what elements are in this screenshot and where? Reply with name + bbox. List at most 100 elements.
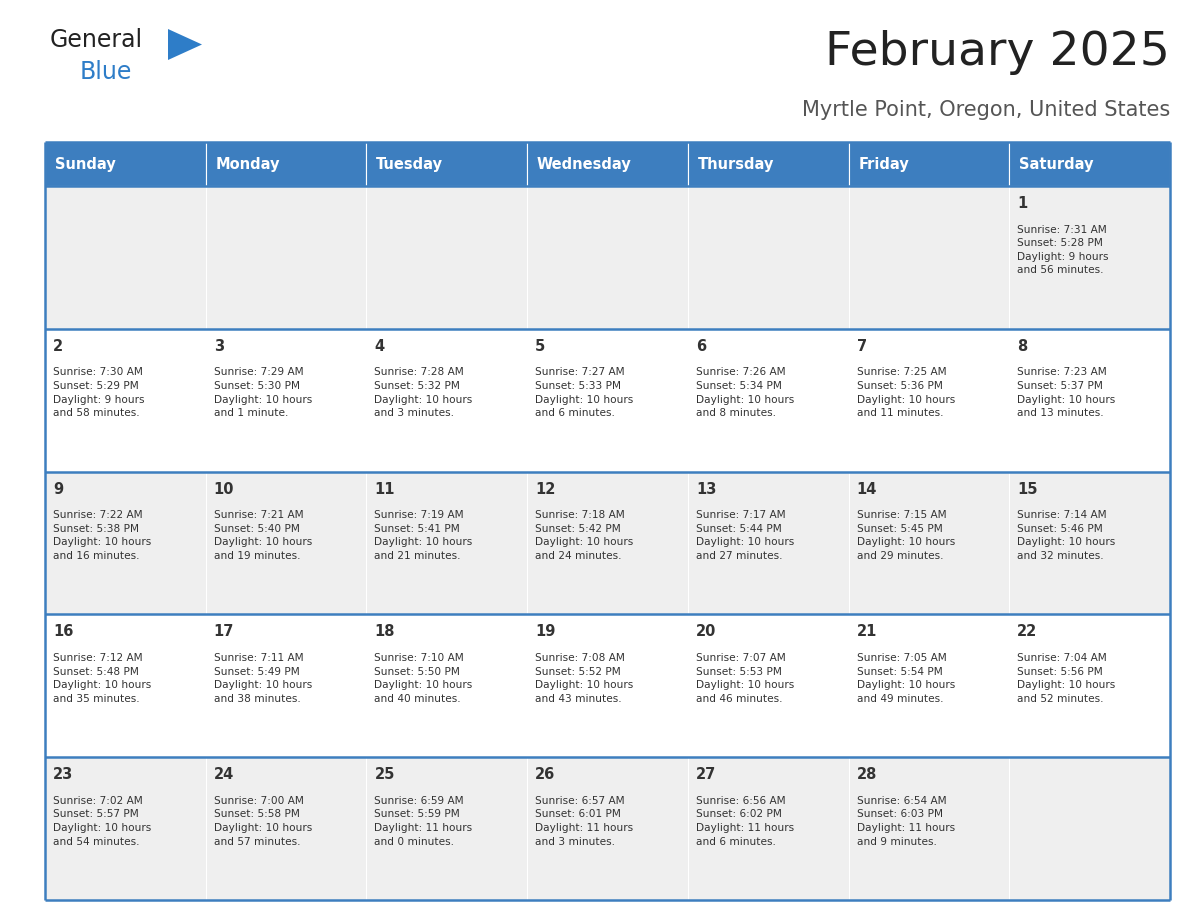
Bar — [688, 329, 848, 472]
Text: Sunrise: 7:23 AM
Sunset: 5:37 PM
Daylight: 10 hours
and 13 minutes.: Sunrise: 7:23 AM Sunset: 5:37 PM Dayligh… — [1017, 367, 1116, 419]
Text: 2: 2 — [53, 339, 63, 353]
Bar — [688, 757, 848, 900]
Bar — [206, 757, 366, 900]
Bar — [1010, 472, 1170, 614]
Text: 21: 21 — [857, 624, 877, 640]
Text: Sunrise: 7:25 AM
Sunset: 5:36 PM
Daylight: 10 hours
and 11 minutes.: Sunrise: 7:25 AM Sunset: 5:36 PM Dayligh… — [857, 367, 955, 419]
Bar — [848, 757, 1010, 900]
Text: 8: 8 — [1017, 339, 1028, 353]
Bar — [1010, 142, 1170, 186]
Bar — [848, 142, 1010, 186]
Text: Sunrise: 7:26 AM
Sunset: 5:34 PM
Daylight: 10 hours
and 8 minutes.: Sunrise: 7:26 AM Sunset: 5:34 PM Dayligh… — [696, 367, 794, 419]
Text: Saturday: Saturday — [1019, 156, 1093, 172]
Bar — [688, 614, 848, 757]
Text: Sunrise: 7:22 AM
Sunset: 5:38 PM
Daylight: 10 hours
and 16 minutes.: Sunrise: 7:22 AM Sunset: 5:38 PM Dayligh… — [53, 510, 151, 561]
Text: 11: 11 — [374, 482, 394, 497]
Text: Sunrise: 6:56 AM
Sunset: 6:02 PM
Daylight: 11 hours
and 6 minutes.: Sunrise: 6:56 AM Sunset: 6:02 PM Dayligh… — [696, 796, 794, 846]
Bar — [45, 329, 206, 472]
Bar — [1010, 614, 1170, 757]
Text: Sunrise: 7:18 AM
Sunset: 5:42 PM
Daylight: 10 hours
and 24 minutes.: Sunrise: 7:18 AM Sunset: 5:42 PM Dayligh… — [535, 510, 633, 561]
Text: 4: 4 — [374, 339, 385, 353]
Text: 5: 5 — [535, 339, 545, 353]
Text: 27: 27 — [696, 767, 716, 782]
Bar — [206, 142, 366, 186]
Text: 15: 15 — [1017, 482, 1038, 497]
Text: Sunrise: 7:08 AM
Sunset: 5:52 PM
Daylight: 10 hours
and 43 minutes.: Sunrise: 7:08 AM Sunset: 5:52 PM Dayligh… — [535, 653, 633, 704]
Text: Sunday: Sunday — [55, 156, 115, 172]
Text: 13: 13 — [696, 482, 716, 497]
Bar — [366, 329, 527, 472]
Text: Sunrise: 7:17 AM
Sunset: 5:44 PM
Daylight: 10 hours
and 27 minutes.: Sunrise: 7:17 AM Sunset: 5:44 PM Dayligh… — [696, 510, 794, 561]
Text: General: General — [50, 28, 143, 52]
Bar — [366, 186, 527, 329]
Bar — [206, 614, 366, 757]
Bar — [45, 472, 206, 614]
Text: 17: 17 — [214, 624, 234, 640]
Bar — [206, 329, 366, 472]
Text: 28: 28 — [857, 767, 877, 782]
Text: 6: 6 — [696, 339, 706, 353]
Text: Wednesday: Wednesday — [537, 156, 632, 172]
Text: February 2025: February 2025 — [826, 30, 1170, 75]
Text: Friday: Friday — [858, 156, 909, 172]
Bar — [848, 472, 1010, 614]
Text: 26: 26 — [535, 767, 556, 782]
Bar — [45, 186, 206, 329]
Bar — [206, 186, 366, 329]
Text: 9: 9 — [53, 482, 63, 497]
Text: 20: 20 — [696, 624, 716, 640]
Text: Sunrise: 7:29 AM
Sunset: 5:30 PM
Daylight: 10 hours
and 1 minute.: Sunrise: 7:29 AM Sunset: 5:30 PM Dayligh… — [214, 367, 312, 419]
Bar — [527, 186, 688, 329]
Bar — [527, 472, 688, 614]
Text: 24: 24 — [214, 767, 234, 782]
Text: Sunrise: 7:21 AM
Sunset: 5:40 PM
Daylight: 10 hours
and 19 minutes.: Sunrise: 7:21 AM Sunset: 5:40 PM Dayligh… — [214, 510, 312, 561]
Text: Sunrise: 6:54 AM
Sunset: 6:03 PM
Daylight: 11 hours
and 9 minutes.: Sunrise: 6:54 AM Sunset: 6:03 PM Dayligh… — [857, 796, 955, 846]
Bar — [366, 614, 527, 757]
Text: Sunrise: 6:57 AM
Sunset: 6:01 PM
Daylight: 11 hours
and 3 minutes.: Sunrise: 6:57 AM Sunset: 6:01 PM Dayligh… — [535, 796, 633, 846]
Text: Sunrise: 7:15 AM
Sunset: 5:45 PM
Daylight: 10 hours
and 29 minutes.: Sunrise: 7:15 AM Sunset: 5:45 PM Dayligh… — [857, 510, 955, 561]
Text: 7: 7 — [857, 339, 867, 353]
Text: Sunrise: 7:12 AM
Sunset: 5:48 PM
Daylight: 10 hours
and 35 minutes.: Sunrise: 7:12 AM Sunset: 5:48 PM Dayligh… — [53, 653, 151, 704]
Text: Sunrise: 7:02 AM
Sunset: 5:57 PM
Daylight: 10 hours
and 54 minutes.: Sunrise: 7:02 AM Sunset: 5:57 PM Dayligh… — [53, 796, 151, 846]
Text: Sunrise: 7:04 AM
Sunset: 5:56 PM
Daylight: 10 hours
and 52 minutes.: Sunrise: 7:04 AM Sunset: 5:56 PM Dayligh… — [1017, 653, 1116, 704]
Text: Sunrise: 6:59 AM
Sunset: 5:59 PM
Daylight: 11 hours
and 0 minutes.: Sunrise: 6:59 AM Sunset: 5:59 PM Dayligh… — [374, 796, 473, 846]
Bar — [1010, 329, 1170, 472]
Bar — [366, 472, 527, 614]
Text: 18: 18 — [374, 624, 394, 640]
Text: 25: 25 — [374, 767, 394, 782]
Text: Sunrise: 7:28 AM
Sunset: 5:32 PM
Daylight: 10 hours
and 3 minutes.: Sunrise: 7:28 AM Sunset: 5:32 PM Dayligh… — [374, 367, 473, 419]
Text: Sunrise: 7:05 AM
Sunset: 5:54 PM
Daylight: 10 hours
and 49 minutes.: Sunrise: 7:05 AM Sunset: 5:54 PM Dayligh… — [857, 653, 955, 704]
Text: 3: 3 — [214, 339, 223, 353]
Text: Tuesday: Tuesday — [377, 156, 443, 172]
Text: Sunrise: 7:11 AM
Sunset: 5:49 PM
Daylight: 10 hours
and 38 minutes.: Sunrise: 7:11 AM Sunset: 5:49 PM Dayligh… — [214, 653, 312, 704]
Text: Monday: Monday — [215, 156, 280, 172]
Text: Sunrise: 7:14 AM
Sunset: 5:46 PM
Daylight: 10 hours
and 32 minutes.: Sunrise: 7:14 AM Sunset: 5:46 PM Dayligh… — [1017, 510, 1116, 561]
Text: 1: 1 — [1017, 196, 1028, 211]
Bar — [1010, 186, 1170, 329]
Text: Thursday: Thursday — [697, 156, 773, 172]
Bar — [45, 614, 206, 757]
Bar — [527, 142, 688, 186]
Bar — [366, 757, 527, 900]
Bar — [45, 142, 206, 186]
Bar — [527, 757, 688, 900]
Text: Sunrise: 7:30 AM
Sunset: 5:29 PM
Daylight: 9 hours
and 58 minutes.: Sunrise: 7:30 AM Sunset: 5:29 PM Dayligh… — [53, 367, 145, 419]
Text: Sunrise: 7:00 AM
Sunset: 5:58 PM
Daylight: 10 hours
and 57 minutes.: Sunrise: 7:00 AM Sunset: 5:58 PM Dayligh… — [214, 796, 312, 846]
Text: Sunrise: 7:27 AM
Sunset: 5:33 PM
Daylight: 10 hours
and 6 minutes.: Sunrise: 7:27 AM Sunset: 5:33 PM Dayligh… — [535, 367, 633, 419]
Bar — [527, 614, 688, 757]
Text: Sunrise: 7:07 AM
Sunset: 5:53 PM
Daylight: 10 hours
and 46 minutes.: Sunrise: 7:07 AM Sunset: 5:53 PM Dayligh… — [696, 653, 794, 704]
Bar — [848, 186, 1010, 329]
Text: Sunrise: 7:19 AM
Sunset: 5:41 PM
Daylight: 10 hours
and 21 minutes.: Sunrise: 7:19 AM Sunset: 5:41 PM Dayligh… — [374, 510, 473, 561]
Text: Sunrise: 7:10 AM
Sunset: 5:50 PM
Daylight: 10 hours
and 40 minutes.: Sunrise: 7:10 AM Sunset: 5:50 PM Dayligh… — [374, 653, 473, 704]
Bar — [688, 186, 848, 329]
Bar — [45, 757, 206, 900]
Bar — [688, 142, 848, 186]
Bar — [1010, 757, 1170, 900]
Bar — [206, 472, 366, 614]
Bar — [848, 614, 1010, 757]
Text: Myrtle Point, Oregon, United States: Myrtle Point, Oregon, United States — [802, 100, 1170, 120]
Bar — [688, 472, 848, 614]
Text: 12: 12 — [535, 482, 556, 497]
Text: 23: 23 — [53, 767, 74, 782]
Text: 22: 22 — [1017, 624, 1037, 640]
